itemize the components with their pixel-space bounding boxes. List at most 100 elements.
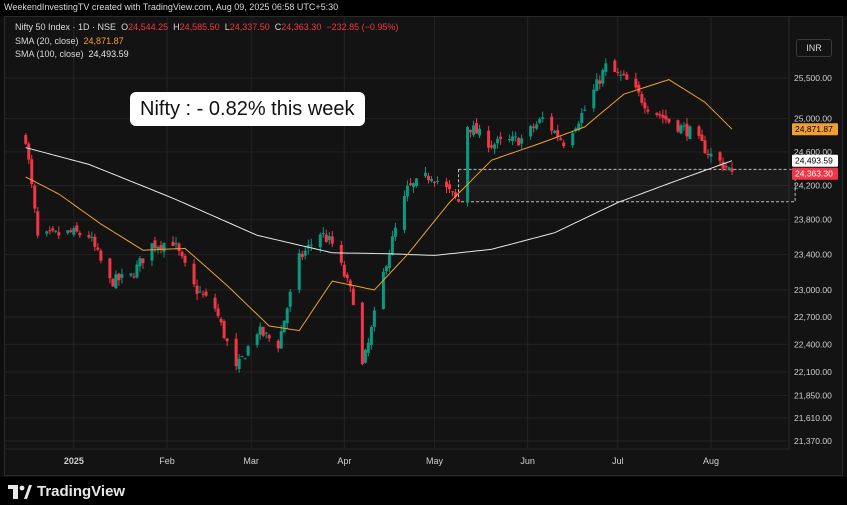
candle-body (369, 327, 373, 346)
candle-body (150, 243, 154, 261)
high-key: H (173, 22, 180, 32)
candle-body (592, 89, 596, 109)
chart-panel[interactable]: 25,500.00 25,000.00 24,600.00 24,200.00 23,8… (4, 16, 843, 476)
candle (700, 129, 704, 142)
symbol-label[interactable]: Nifty 50 Index · 1D · NSE (15, 22, 117, 32)
candle-body (658, 114, 662, 116)
candle-body (445, 181, 449, 188)
candle-body (27, 143, 31, 160)
candle-body (393, 227, 397, 237)
sma100-label: SMA (100, close) (15, 49, 84, 59)
candle (138, 255, 142, 272)
candle-body (721, 161, 725, 169)
candle (54, 230, 58, 234)
sma100-legend[interactable]: SMA (100, close) 24,493.59 (15, 49, 129, 59)
candle (183, 253, 187, 267)
candle-body (255, 334, 259, 346)
candle (619, 70, 623, 81)
candle-body (706, 153, 710, 155)
y-tick-label: 25,000.00 (794, 114, 832, 124)
candle-body (69, 230, 73, 232)
candle (198, 285, 202, 293)
candle-body (213, 297, 217, 309)
candle-body (411, 183, 415, 188)
candlestick-chart[interactable]: 25,500.00 25,000.00 24,600.00 24,200.00 23,8… (5, 17, 842, 475)
candle (405, 180, 409, 202)
candle-body (114, 274, 118, 289)
candle-body (532, 126, 536, 129)
price-label-text: 24,363.30 (795, 169, 833, 179)
candle (658, 111, 662, 120)
y-tick-label: 22,100.00 (794, 367, 832, 377)
candle (72, 225, 76, 237)
candle-body (472, 125, 476, 136)
candle (99, 248, 103, 264)
candle-body (141, 258, 145, 264)
candle-body (583, 109, 587, 111)
candle-body (198, 291, 202, 293)
candle (583, 105, 587, 112)
candle (661, 109, 665, 124)
low-value: 24,337.50 (229, 22, 270, 32)
candle (490, 140, 494, 150)
candle-body (490, 145, 494, 148)
candle-body (342, 264, 346, 277)
tradingview-logo[interactable]: TradingView (8, 483, 125, 500)
candle-body (78, 232, 82, 236)
candle (469, 129, 473, 138)
credit-line: WeekendInvestingTV created with TradingV… (4, 2, 339, 12)
candle-body (219, 318, 223, 323)
candle-body (619, 74, 623, 76)
candle-body (496, 138, 500, 144)
candle (318, 232, 322, 253)
candle (432, 181, 436, 187)
candle (595, 73, 599, 92)
sma100-value: 24,493.59 (88, 49, 129, 59)
candle (703, 135, 707, 154)
candle (429, 175, 433, 183)
candle-body (664, 115, 668, 120)
candle-body (327, 236, 331, 241)
candle-body (222, 321, 226, 339)
candle (384, 264, 388, 275)
candle-body (553, 130, 557, 133)
candle (511, 131, 515, 146)
candle (45, 230, 49, 237)
candle-body (451, 191, 455, 193)
y-tick-label: 23,800.00 (794, 215, 832, 225)
currency-button[interactable]: INR (796, 39, 832, 57)
candle-body (577, 123, 581, 131)
candle (324, 229, 328, 243)
sma20-label: SMA (20, close) (15, 36, 79, 46)
candle-body (279, 331, 283, 349)
candle (598, 75, 602, 90)
candle-body (72, 228, 76, 235)
candle (381, 268, 385, 310)
candle-body (541, 117, 545, 119)
candle-body (48, 230, 52, 232)
candle-body (297, 253, 301, 290)
candle-body (384, 266, 388, 272)
candle (559, 135, 563, 141)
candle-body (360, 302, 364, 365)
candle (411, 182, 415, 194)
candle (267, 333, 271, 343)
candle-body (469, 129, 473, 133)
close-key: C (274, 22, 282, 32)
candle-body (135, 264, 139, 278)
candle (625, 71, 629, 80)
candle (493, 142, 497, 155)
candle (604, 58, 608, 77)
candle (688, 125, 692, 140)
candle-body (616, 71, 620, 73)
candle-body (646, 109, 650, 112)
candle (613, 58, 617, 73)
candle-body (493, 144, 497, 149)
candle (682, 121, 686, 132)
candles (24, 58, 734, 373)
sma20-legend[interactable]: SMA (20, close) 24,871.87 (15, 36, 124, 46)
candle-body (517, 138, 521, 146)
candle (288, 288, 292, 312)
candle (204, 288, 208, 297)
candle (466, 125, 470, 207)
